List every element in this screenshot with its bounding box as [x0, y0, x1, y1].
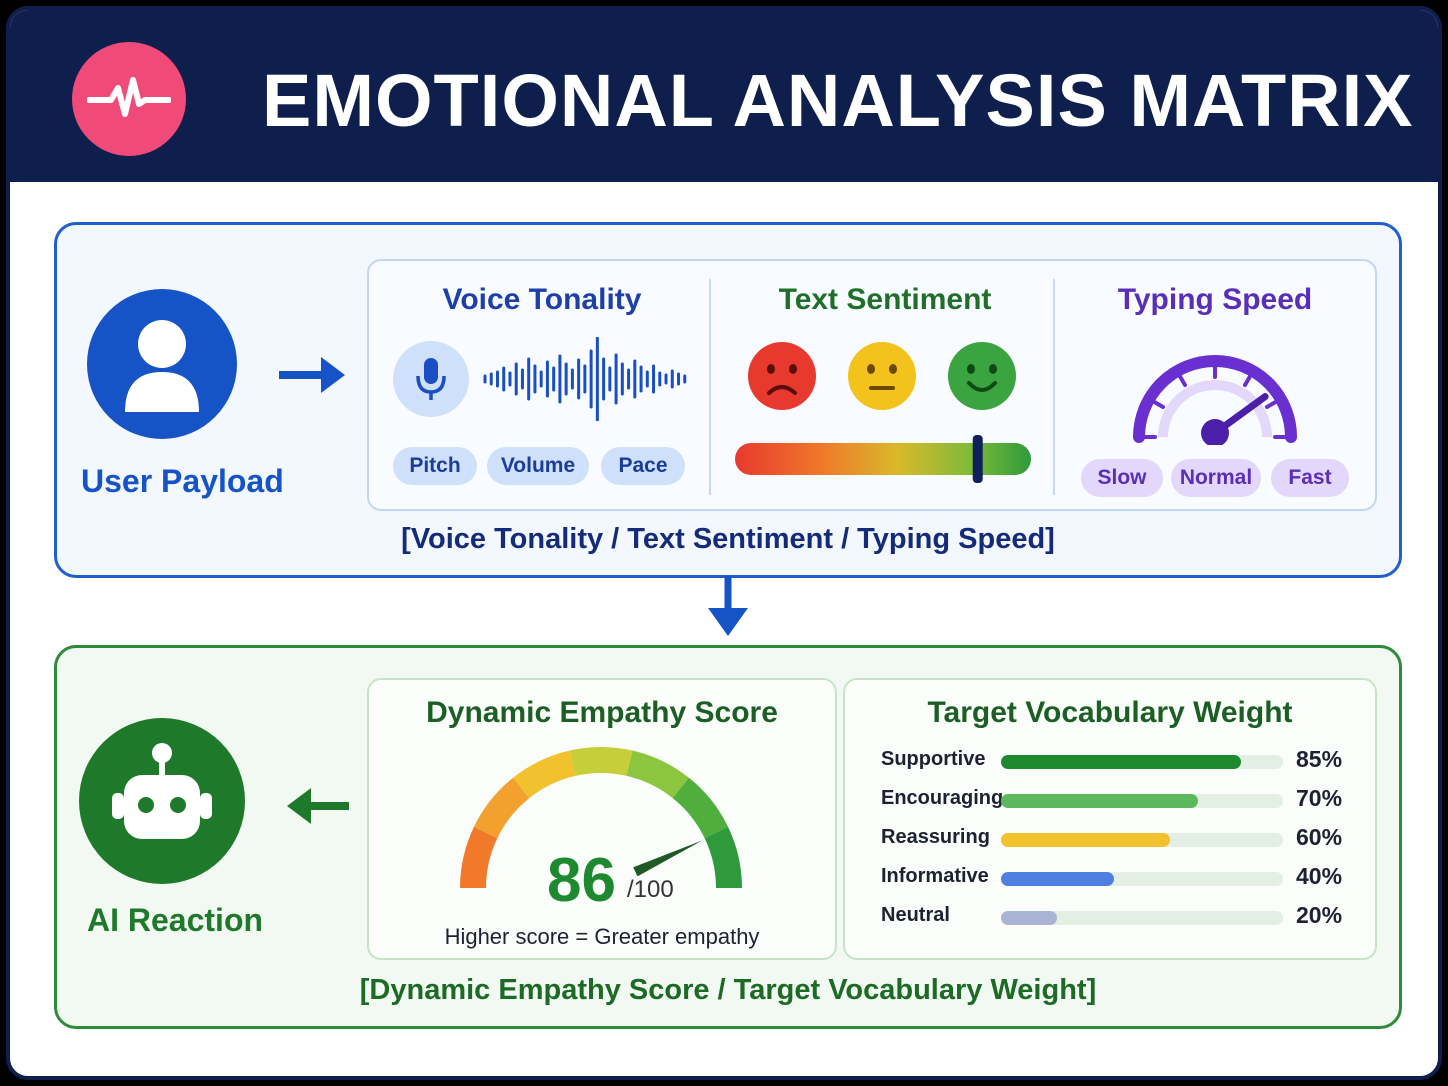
- vocab-bar: [1001, 872, 1114, 886]
- ai-reaction-label: AI Reaction: [87, 902, 264, 938]
- vocab-percent: 20%: [1296, 902, 1343, 928]
- vocab-percent: 40%: [1296, 863, 1343, 889]
- user-icon: [87, 289, 237, 439]
- speedometer-tick: [1178, 374, 1187, 388]
- arrow-down-icon: [708, 576, 748, 636]
- text-sentiment-title: Text Sentiment: [778, 283, 992, 316]
- output-caption: [Dynamic Empathy Score / Target Vocabula…: [359, 974, 1097, 1006]
- fast-pill: Fast: [1271, 459, 1349, 497]
- input-signals-box: Voice Tonality Pitch Volume Pace Text Se…: [367, 259, 1377, 511]
- gauge-segment: [569, 747, 633, 776]
- vocab-track: [1001, 755, 1283, 769]
- sad-face-icon: [748, 342, 816, 410]
- section-divider: [709, 279, 711, 495]
- vocab-bar: [1001, 794, 1199, 808]
- vocab-percent: 60%: [1296, 824, 1343, 850]
- waveform-graphic: [483, 337, 687, 421]
- vocab-row: Supportive 85%: [881, 746, 1351, 776]
- microphone-icon: [393, 341, 469, 417]
- vocab-label: Neutral: [881, 904, 950, 926]
- vocab-track: [1001, 833, 1283, 847]
- section-divider: [1053, 279, 1055, 495]
- voice-tonality-title: Voice Tonality: [442, 283, 642, 316]
- vocabulary-weight-title: Target Vocabulary Weight: [927, 696, 1293, 729]
- arrow-left-icon: [287, 788, 349, 824]
- slow-pill: Slow: [1081, 459, 1163, 497]
- arrow-right-icon: [279, 357, 345, 393]
- diagram-frame: EMOTIONAL ANALYSIS MATRIX User Payload V…: [6, 6, 1442, 1080]
- speedometer-tick: [1152, 400, 1166, 409]
- empathy-score-value: 86: [547, 846, 616, 915]
- vocab-label: Reassuring: [881, 826, 990, 848]
- gauge-segment: [704, 826, 742, 889]
- speedometer-tick: [1264, 400, 1278, 409]
- input-caption: [Voice Tonality / Text Sentiment / Typin…: [401, 523, 1055, 555]
- speedometer-tick: [1243, 374, 1252, 388]
- typing-speed-title: Typing Speed: [1117, 283, 1313, 316]
- empathy-score-title: Dynamic Empathy Score: [426, 696, 778, 729]
- vocab-label: Supportive: [881, 748, 986, 770]
- normal-pill: Normal: [1171, 459, 1261, 497]
- vocab-row: Neutral 20%: [881, 902, 1351, 932]
- pace-pill: Pace: [601, 447, 685, 485]
- speedometer-icon: [1133, 355, 1297, 445]
- output-panel: AI Reaction Dynamic Empathy Score 86 /10…: [54, 645, 1402, 1029]
- vocabulary-weight-box: Target Vocabulary Weight Supportive 85% …: [843, 678, 1377, 960]
- vocab-bar: [1001, 755, 1241, 769]
- page-title: EMOTIONAL ANALYSIS MATRIX: [262, 59, 1414, 142]
- heartbeat-icon: [72, 42, 186, 156]
- gauge-segment: [513, 750, 576, 799]
- happy-face-icon: [948, 342, 1016, 410]
- vocab-percent: 85%: [1296, 746, 1343, 772]
- vocab-row: Informative 40%: [881, 863, 1351, 893]
- vocab-label: Informative: [881, 865, 989, 887]
- empathy-gauge: [460, 747, 742, 889]
- vocab-percent: 70%: [1296, 785, 1343, 811]
- gauge-segment: [672, 777, 729, 839]
- vocab-track: [1001, 794, 1283, 808]
- pitch-pill: Pitch: [393, 447, 477, 485]
- empathy-score-box: Dynamic Empathy Score 86 /100 Higher sco…: [367, 678, 837, 960]
- vocab-track: [1001, 872, 1283, 886]
- gauge-segment: [460, 826, 498, 889]
- vocab-row: Reassuring 60%: [881, 824, 1351, 854]
- header: EMOTIONAL ANALYSIS MATRIX: [10, 10, 1438, 182]
- vocab-row: Encouraging 70%: [881, 785, 1351, 815]
- robot-icon: [79, 718, 245, 884]
- empathy-score-max: /100: [627, 876, 674, 903]
- gauge-segment: [473, 777, 530, 839]
- user-payload-label: User Payload: [81, 463, 284, 499]
- volume-pill: Volume: [487, 447, 589, 485]
- empathy-note: Higher score = Greater empathy: [444, 924, 760, 949]
- vocab-track: [1001, 911, 1283, 925]
- neutral-face-icon: [848, 342, 916, 410]
- gauge-segment: [626, 750, 689, 799]
- input-panel: User Payload Voice Tonality Pitch Volume…: [54, 222, 1402, 578]
- vocab-bar: [1001, 833, 1171, 847]
- sentiment-slider: [735, 435, 1031, 483]
- vocab-label: Encouraging: [881, 787, 1004, 809]
- vocab-bar: [1001, 911, 1058, 925]
